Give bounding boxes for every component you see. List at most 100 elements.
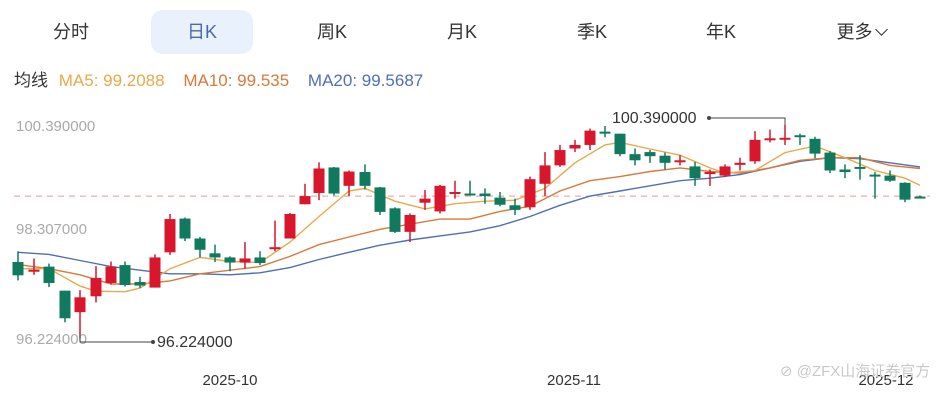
candle [343, 170, 355, 197]
candle [779, 125, 791, 145]
candle [809, 136, 821, 159]
candle [914, 195, 926, 199]
ma-legend-title: 均线 [14, 71, 48, 90]
x-axis-label-dec: 2025-12 [858, 372, 913, 389]
candle [59, 290, 71, 323]
candle [105, 261, 117, 285]
y-axis-label-min: 96.224000 [16, 331, 87, 348]
candle [869, 172, 881, 199]
candle [194, 236, 206, 258]
candle [554, 144, 566, 167]
weibo-icon: ⊘ [780, 363, 797, 380]
candle [374, 186, 386, 215]
candle [899, 182, 911, 203]
x-axis-label-nov: 2025-11 [547, 372, 601, 389]
tab-daily-k-label: 日K [186, 22, 217, 42]
candle [629, 148, 641, 166]
candle [449, 180, 461, 199]
tab-more[interactable]: 更多 [810, 10, 912, 54]
candlestick-chart[interactable]: 100.390000 98.307000 96.224000 100.39000… [0, 100, 938, 400]
candle [43, 263, 55, 288]
candle [764, 129, 776, 143]
tab-monthly-k[interactable]: 月K [411, 10, 513, 54]
candle [794, 133, 806, 145]
candle [584, 128, 596, 151]
tab-intraday[interactable]: 分时 [20, 10, 122, 54]
max-annotation: 100.390000 [612, 110, 786, 127]
candle [299, 183, 311, 205]
candle [328, 166, 340, 196]
candles [12, 125, 926, 339]
candle [419, 189, 431, 210]
candle [224, 256, 236, 272]
candle [404, 213, 416, 243]
ma5-value: MA5: 99.2088 [58, 71, 165, 90]
tab-quarterly-k-label: 季K [576, 22, 607, 42]
candle [524, 176, 536, 210]
candle [734, 157, 746, 171]
candle [209, 244, 221, 263]
chart-canvas: 100.390000 98.307000 96.224000 100.39000… [12, 110, 930, 389]
candle [434, 184, 446, 214]
tab-yearly-k[interactable]: 年K [670, 10, 772, 54]
tab-yearly-k-label: 年K [705, 22, 736, 42]
candle [749, 131, 761, 164]
watermark: ⊘ @ZFX山海证券官方 [780, 360, 930, 381]
candle [389, 207, 401, 233]
x-axis-label-oct: 2025-10 [202, 372, 257, 389]
tab-intraday-label: 分时 [53, 22, 89, 42]
y-axis-label-max: 100.390000 [16, 118, 95, 135]
tab-more-label: 更多 [836, 22, 873, 42]
candle [509, 198, 521, 215]
candle [689, 161, 701, 186]
ma10-line [17, 156, 921, 285]
candle [824, 151, 836, 174]
y-axis-label-mid: 98.307000 [16, 221, 87, 238]
min-annotation: 96.224000 [79, 334, 233, 351]
tab-quarterly-k[interactable]: 季K [541, 10, 643, 54]
candle [179, 217, 191, 242]
candle [12, 251, 24, 281]
candle [90, 266, 102, 303]
chevron-down-icon [874, 23, 888, 36]
tab-monthly-k-label: 月K [446, 22, 477, 42]
candle [854, 155, 866, 180]
candle [704, 169, 716, 186]
tab-weekly-k-label: 周K [316, 22, 347, 42]
period-tabs: 分时 日K 周K 月K 季K 年K 更多 [0, 8, 938, 56]
candle [884, 170, 896, 182]
candle [239, 242, 251, 269]
ma20-line [17, 156, 921, 276]
candle [313, 162, 325, 201]
candle [74, 290, 86, 339]
candle [269, 220, 281, 252]
candle [599, 126, 611, 138]
candle [464, 180, 476, 196]
ma10-value: MA10: 99.535 [183, 71, 290, 90]
candle [254, 251, 266, 266]
candle [539, 152, 551, 197]
candle [149, 254, 161, 288]
watermark-text: @ZFX山海证券官方 [796, 363, 931, 380]
candle [494, 191, 506, 207]
candle [719, 164, 731, 178]
candle [614, 133, 626, 157]
candle [839, 164, 851, 179]
candle [479, 188, 491, 204]
candle [134, 276, 146, 289]
ma20-value: MA20: 99.5687 [307, 71, 424, 90]
candle [119, 261, 131, 287]
candle [164, 213, 176, 255]
candle [28, 258, 40, 275]
max-price-label: 100.390000 [612, 110, 697, 127]
min-price-label: 96.224000 [157, 334, 233, 351]
tab-weekly-k[interactable]: 周K [281, 10, 383, 54]
tab-daily-k[interactable]: 日K [151, 10, 253, 54]
candle [674, 155, 686, 166]
candle [284, 212, 296, 239]
candle [359, 164, 371, 190]
ma-legend: 均线 MA5: 99.2088 MA10: 99.535 MA20: 99.56… [14, 66, 437, 90]
candle [644, 150, 656, 163]
candle [659, 152, 671, 170]
candle [569, 139, 581, 153]
